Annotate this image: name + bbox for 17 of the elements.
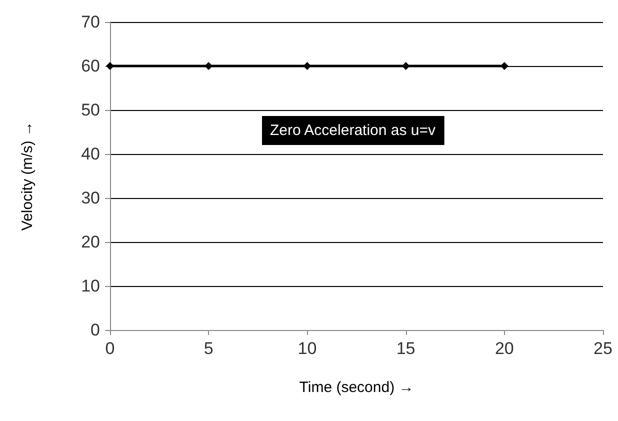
y-tick-label: 40 [81,144,100,164]
x-axis-title: Time (second) → [299,379,414,396]
y-tick-label: 30 [81,188,100,208]
y-tick-label: 20 [81,232,100,252]
x-tick-label: 5 [204,339,214,358]
y-tick-label: 0 [90,320,100,340]
annotation: Zero Acceleration as u=v [270,122,436,139]
y-axis-title: Velocity (m/s) → [19,121,36,231]
x-tick-label: 20 [494,339,514,358]
y-tick-label: 10 [81,276,100,296]
x-tick-label: 15 [396,339,416,358]
x-tick-label: 25 [594,339,612,358]
y-tick-label: 50 [81,100,100,120]
x-tick-label: 0 [105,339,115,358]
y-tick-label: 60 [81,56,100,76]
x-tick-label: 10 [298,339,317,358]
y-tick-label: 70 [81,12,100,32]
